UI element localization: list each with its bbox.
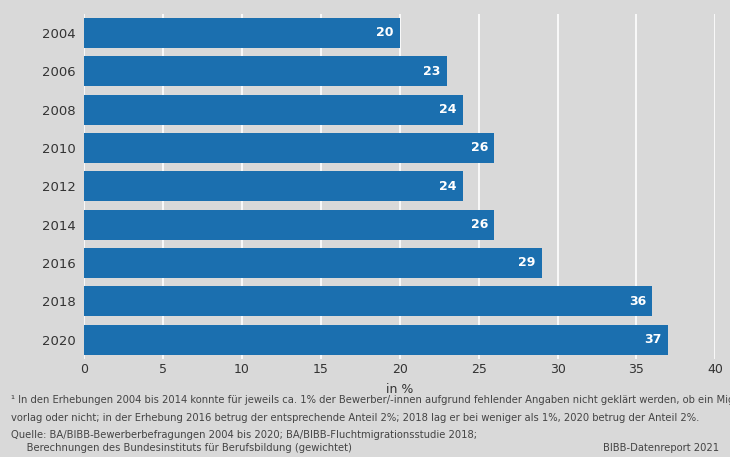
Bar <box>84 248 542 278</box>
Text: 20: 20 <box>376 27 393 39</box>
Text: 29: 29 <box>518 256 535 270</box>
Text: 37: 37 <box>645 333 661 346</box>
Bar <box>84 286 653 316</box>
Text: vorlag oder nicht; in der Erhebung 2016 betrug der entsprechende Anteil 2%; 2018: vorlag oder nicht; in der Erhebung 2016 … <box>11 413 699 423</box>
Bar <box>84 56 447 86</box>
Text: 26: 26 <box>471 141 488 154</box>
Text: Berechnungen des Bundesinstituts für Berufsbildung (gewichtet): Berechnungen des Bundesinstituts für Ber… <box>11 443 352 453</box>
Text: 23: 23 <box>423 65 441 78</box>
Bar <box>84 95 463 124</box>
Bar <box>84 210 494 239</box>
X-axis label: in %: in % <box>386 383 413 396</box>
Bar <box>84 171 463 201</box>
Bar <box>84 133 494 163</box>
Text: Quelle: BA/BIBB-Bewerberbefragungen 2004 bis 2020; BA/BIBB-Fluchtmigrationsstudi: Quelle: BA/BIBB-Bewerberbefragungen 2004… <box>11 430 477 440</box>
Bar <box>84 324 668 355</box>
Text: 24: 24 <box>439 180 456 193</box>
Text: BIBB-Datenreport 2021: BIBB-Datenreport 2021 <box>603 443 719 453</box>
Text: 26: 26 <box>471 218 488 231</box>
Text: 36: 36 <box>629 295 646 308</box>
Bar <box>84 18 400 48</box>
Text: ¹ In den Erhebungen 2004 bis 2014 konnte für jeweils ca. 1% der Bewerber/-innen : ¹ In den Erhebungen 2004 bis 2014 konnte… <box>11 395 730 405</box>
Text: 24: 24 <box>439 103 456 116</box>
